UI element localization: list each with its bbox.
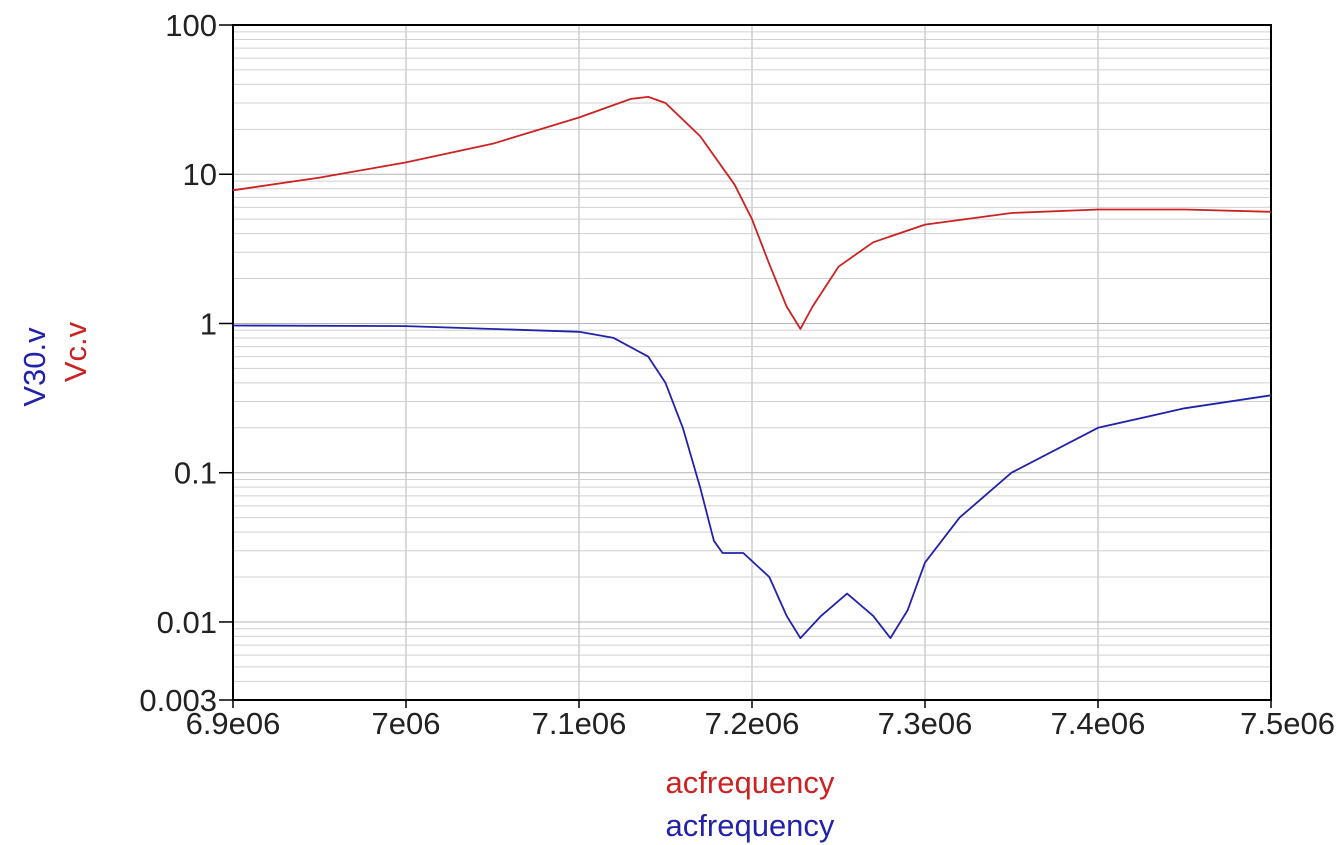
- y-tick-label: 1: [200, 306, 217, 341]
- y-axis-label-v30: V30.v: [17, 327, 52, 407]
- x-axis-label-v30: acfrequency: [666, 808, 835, 843]
- x-tick-label: 7.5e06: [1240, 706, 1335, 741]
- y-tick-label: 10: [183, 157, 217, 192]
- x-axis-label-vc: acfrequency: [666, 765, 835, 800]
- y-axis-label-vc: Vc.v: [58, 321, 93, 382]
- y-tick-label: 0.01: [157, 605, 217, 640]
- x-tick-label: 7.3e06: [878, 706, 973, 741]
- x-axis-ticks: 6.9e06 7e06 7.1e06 7.2e06 7.3e06 7.4e06 7.5e06: [186, 700, 1335, 741]
- y-tick-label: 100: [165, 8, 217, 43]
- x-tick-label: 7.2e06: [705, 706, 800, 741]
- x-tick-label: 7.1e06: [532, 706, 627, 741]
- x-tick-label: 7e06: [372, 706, 441, 741]
- x-tick-label: 7.4e06: [1051, 706, 1146, 741]
- gridlines: [233, 25, 1271, 700]
- y-tick-label: 0.1: [174, 456, 217, 491]
- x-tick-label: 6.9e06: [186, 706, 281, 741]
